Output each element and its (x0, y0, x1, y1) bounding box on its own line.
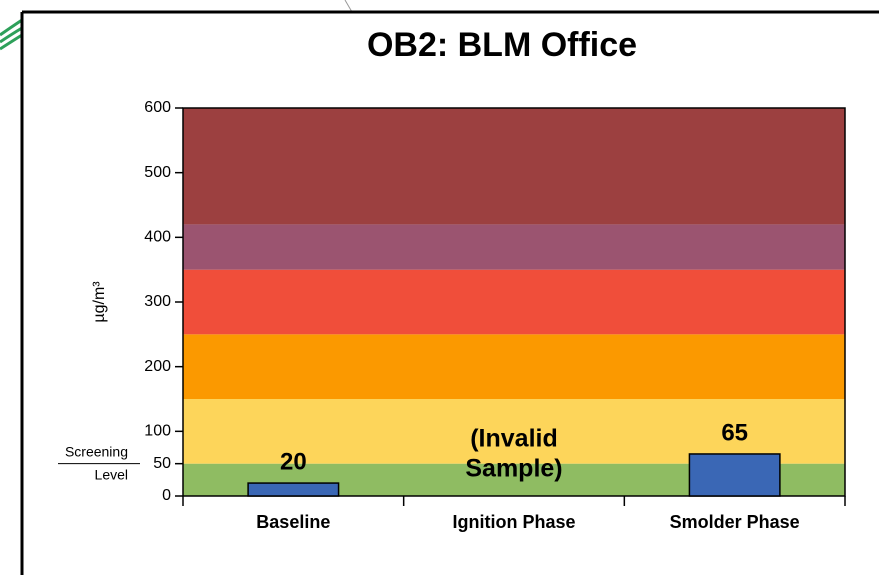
hazard-band (183, 108, 845, 225)
y-tick-label: 500 (144, 164, 171, 181)
annotation: (Invalid (470, 425, 558, 453)
annotation: Sample) (465, 455, 562, 483)
x-tick-label: Ignition Phase (452, 512, 575, 532)
screening-label: Level (95, 466, 128, 482)
y-tick-label: 50 (153, 455, 171, 472)
x-tick-label: Baseline (256, 512, 330, 532)
bar (247, 482, 340, 497)
y-axis-label: µg/m³ (91, 281, 108, 323)
data-label: 20 (280, 448, 307, 475)
y-tick-label: 100 (144, 423, 171, 440)
decoration (0, 18, 23, 51)
y-tick-label: 0 (162, 487, 171, 504)
y-tick-label: 600 (144, 99, 171, 116)
data-label: 65 (721, 419, 748, 446)
bar (688, 453, 781, 497)
y-tick-label: 200 (144, 358, 171, 375)
hazard-band (183, 269, 845, 335)
hazard-band (183, 399, 845, 464)
x-tick-label: Smolder Phase (670, 512, 800, 532)
hazard-band (183, 224, 845, 270)
y-tick-label: 300 (144, 293, 171, 310)
decoration (344, 0, 353, 13)
hazard-band (183, 334, 845, 399)
y-tick-label: 400 (144, 229, 171, 246)
screening-label: Screening (65, 443, 128, 459)
chart-title: OB2: BLM Office (367, 26, 637, 64)
